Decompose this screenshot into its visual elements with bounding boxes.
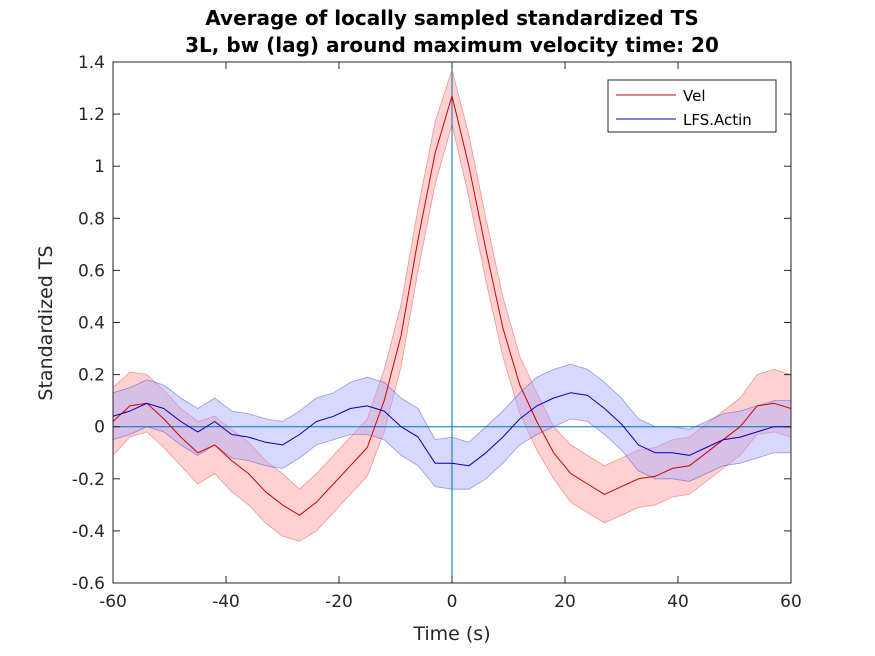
x-tick-label: 0 (447, 592, 458, 612)
y-tick-label: 0.4 (78, 314, 105, 334)
y-tick-label: -0.2 (72, 470, 105, 490)
y-tick-label: 1 (94, 157, 105, 177)
x-tick-label: 20 (554, 592, 576, 612)
y-tick-label: 0.8 (78, 209, 105, 229)
plot-area: -60 -40 -20 0 20 40 60 -0.6 -0.4 -0.2 0 0.2 0.4 0.6 0.… (72, 53, 802, 612)
x-tick-label: -20 (325, 592, 353, 612)
chart-title-line-2: 3L, bw (lag) around maximum velocity tim… (185, 33, 719, 57)
y-tick-label: -0.4 (72, 522, 105, 542)
series-line-lfs-actin (113, 392, 791, 467)
y-tick-label: 1.4 (78, 53, 105, 73)
x-tick-label: -40 (212, 592, 240, 612)
y-tick-label: 0 (94, 418, 105, 438)
x-tick-label: -60 (99, 592, 127, 612)
y-axis-label: Standardized TS (35, 245, 57, 400)
chart-title-line-1: Average of locally sampled standardized … (205, 6, 698, 30)
y-tick-label: 1.2 (78, 105, 105, 125)
x-axis-label: Time (s) (412, 623, 490, 645)
legend-label-lfs-actin: LFS.Actin (683, 111, 752, 129)
series-band-lfs-actin (113, 363, 791, 490)
legend: Vel LFS.Actin (607, 79, 777, 133)
x-tick-label: 60 (780, 592, 802, 612)
series-band-vel (113, 68, 791, 542)
series-group (113, 62, 791, 583)
y-tick-label: -0.6 (72, 574, 105, 594)
x-tick-label: 40 (667, 592, 689, 612)
legend-box (607, 79, 777, 133)
series-line-vel (113, 95, 791, 516)
legend-label-vel: Vel (683, 87, 706, 105)
y-tick-label: 0.6 (78, 261, 105, 281)
y-tick-label: 0.2 (78, 366, 105, 386)
